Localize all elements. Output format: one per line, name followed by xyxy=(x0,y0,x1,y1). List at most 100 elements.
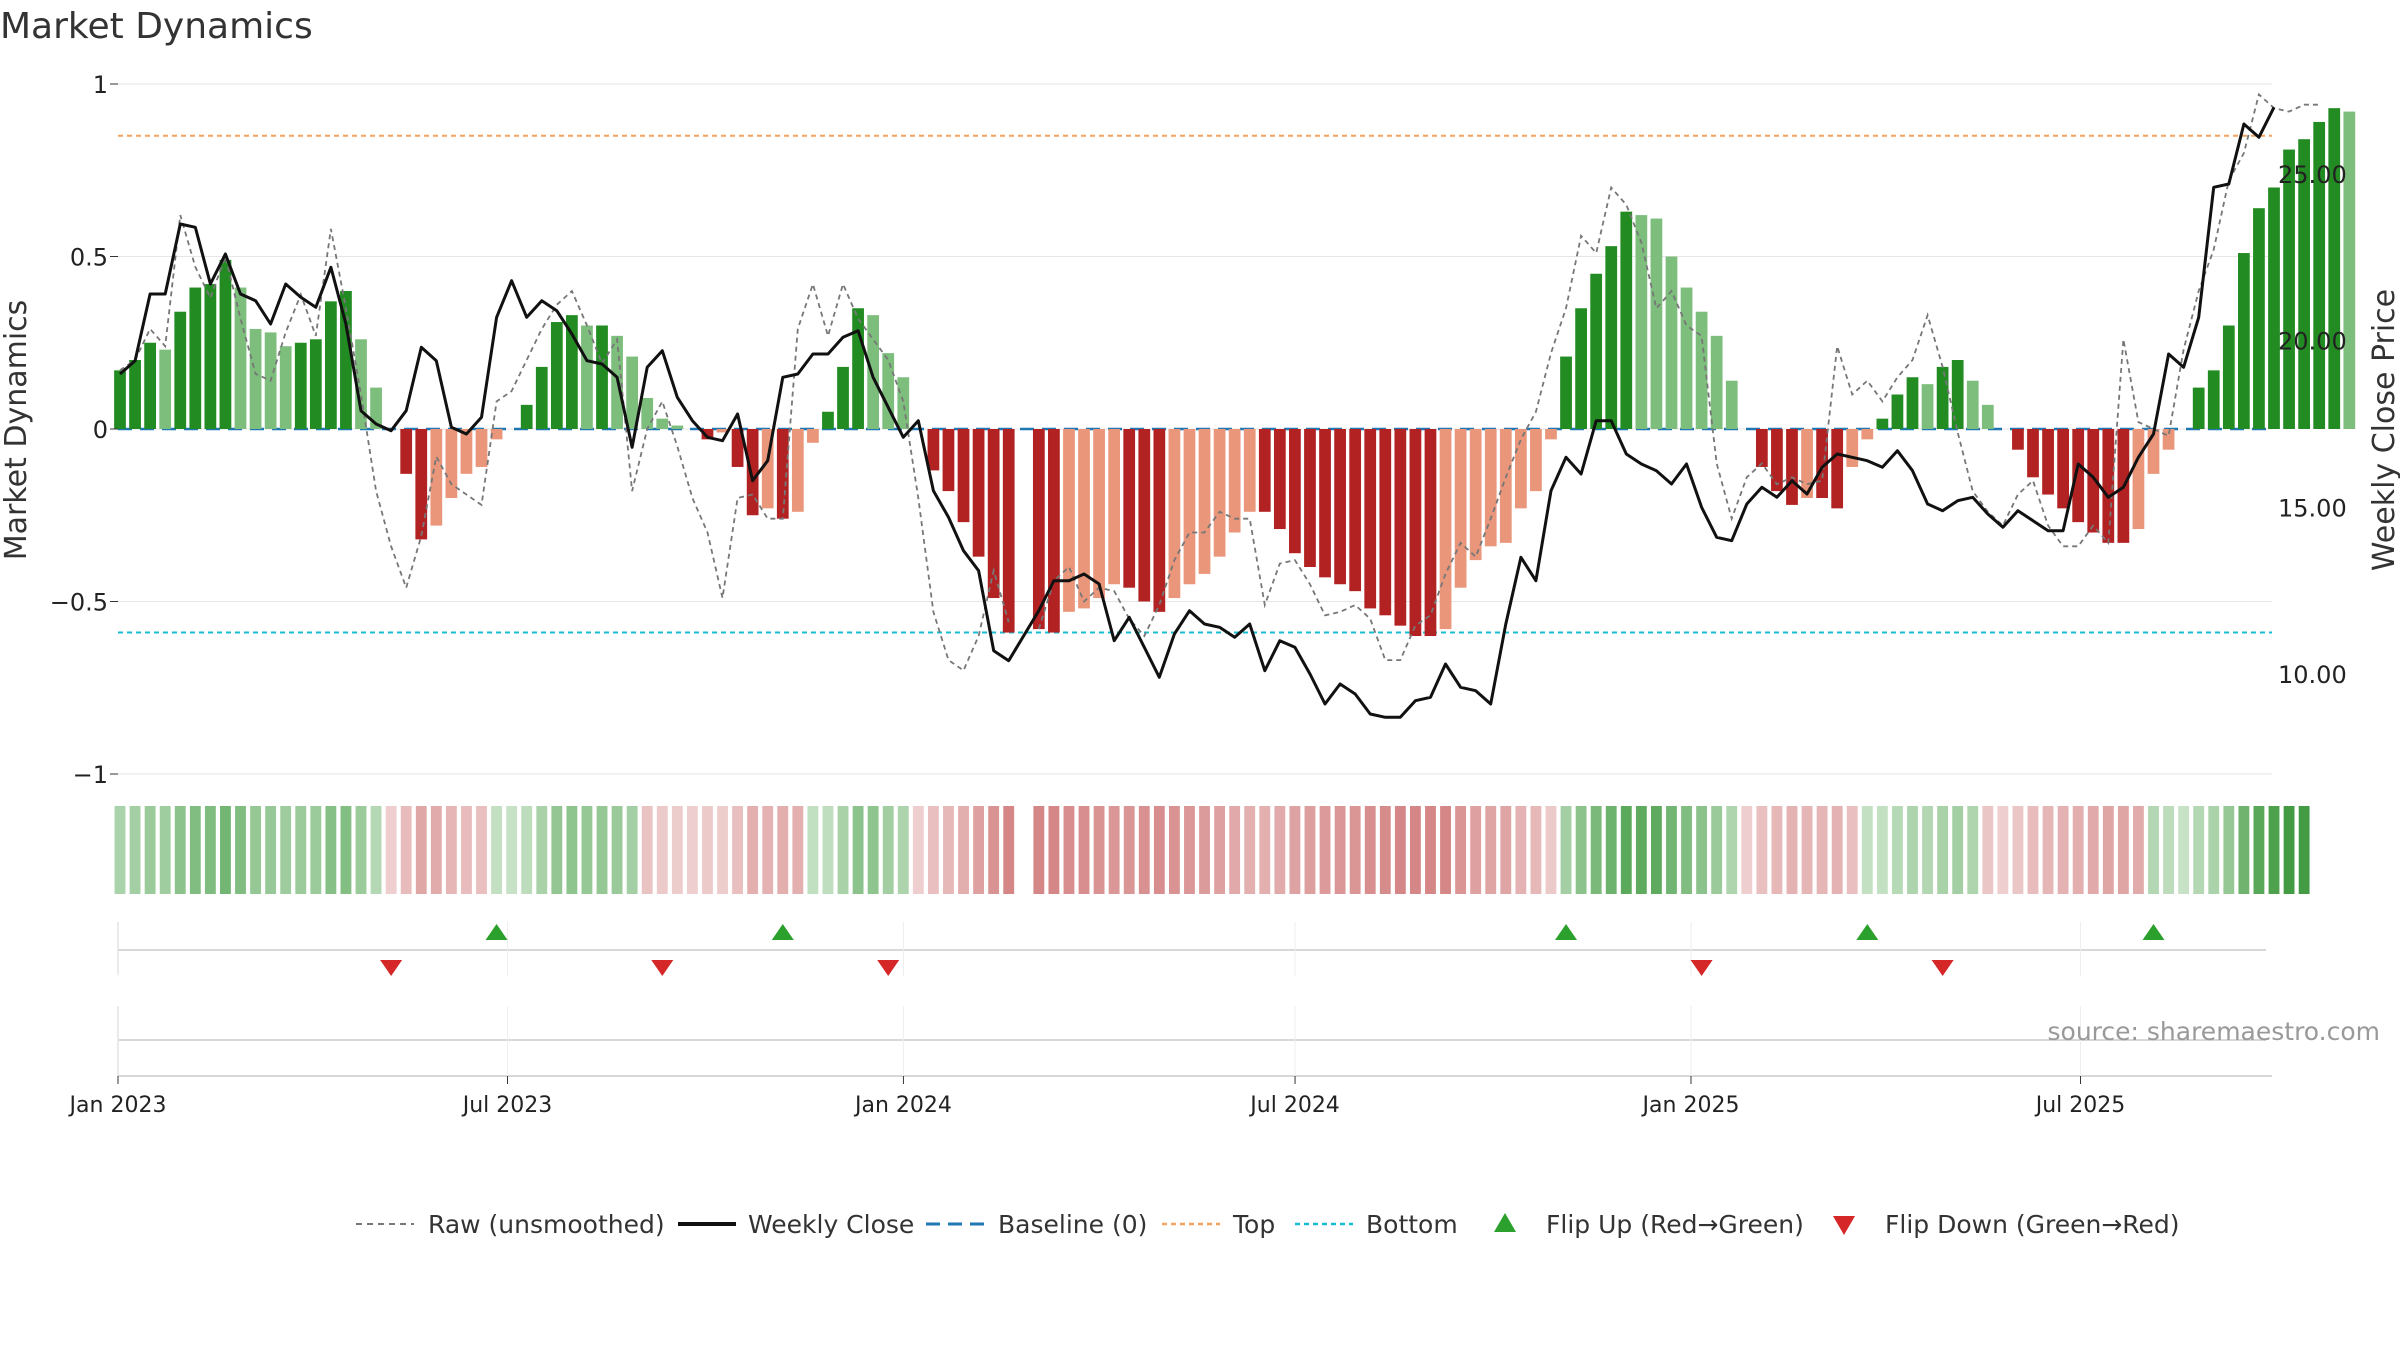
dynamics-bar xyxy=(2012,429,2024,450)
regime-strip xyxy=(114,806,2310,894)
regime-strip-cell xyxy=(2193,806,2205,894)
dynamics-bar xyxy=(2222,325,2235,429)
regime-strip-cell xyxy=(1801,806,1813,894)
dynamics-bar xyxy=(294,342,307,429)
dynamics-bar xyxy=(2253,208,2265,429)
dynamics-bar xyxy=(219,259,232,429)
raw-series xyxy=(119,92,2320,672)
regime-strip-cell xyxy=(2087,806,2099,894)
dynamics-bar xyxy=(234,287,247,429)
dynamics-bar xyxy=(1108,429,1121,585)
regime-strip-cell xyxy=(596,806,608,894)
legend-top-label: Top xyxy=(1232,1210,1275,1239)
dynamics-bar xyxy=(1605,246,1618,429)
regime-strip-cell xyxy=(370,806,382,894)
regime-strip-cell xyxy=(671,806,683,894)
regime-strip-cell xyxy=(430,806,442,894)
dynamics-bar xyxy=(716,429,729,433)
dynamics-bar xyxy=(460,429,473,474)
dynamics-bar xyxy=(1258,429,1271,512)
regime-strip-cell xyxy=(1394,806,1406,894)
regime-strip-cell xyxy=(204,806,216,894)
dynamics-bar xyxy=(2027,429,2039,478)
dynamics-bar xyxy=(1861,429,1874,440)
regime-strip-cell xyxy=(159,806,171,894)
dynamics-bar xyxy=(309,339,322,429)
dynamics-bar xyxy=(972,429,985,557)
regime-strip-cell xyxy=(2283,806,2295,894)
regime-strip-cell xyxy=(1816,806,1828,894)
regime-strip-cell xyxy=(385,806,397,894)
dynamics-bar xyxy=(2268,187,2280,429)
legend-baseline-label: Baseline (0) xyxy=(998,1210,1147,1239)
regime-strip-cell xyxy=(611,806,623,894)
dynamics-bar xyxy=(144,342,157,429)
dynamics-bar xyxy=(1319,429,1331,578)
legend-flip-down-marker xyxy=(1833,1216,1855,1235)
x-tick-label: Jan 2025 xyxy=(1641,1093,1740,1118)
left-axis-ticks: 1 0.5 0 −0.5 −1 xyxy=(50,71,118,789)
raw-unsmoothed-line xyxy=(119,92,2320,672)
regime-strip-cell xyxy=(882,806,894,894)
regime-strip-cell xyxy=(445,806,457,894)
dynamics-bar xyxy=(189,287,202,429)
dynamics-bar xyxy=(1424,429,1437,636)
weekly-close-line xyxy=(119,106,2276,719)
right-axis-label: Weekly Close Price xyxy=(2367,289,2400,571)
dynamics-bar xyxy=(114,370,126,429)
dynamics-bar xyxy=(204,284,217,429)
regime-strip-cell xyxy=(1063,806,1075,894)
regime-strip-cell xyxy=(656,806,668,894)
left-tick-label: 0 xyxy=(93,416,108,444)
regime-strip-cell xyxy=(506,806,518,894)
dynamics-bar xyxy=(2237,253,2250,429)
dynamics-bar xyxy=(1650,218,1663,429)
dynamics-bar xyxy=(1876,418,1889,429)
dynamics-bar xyxy=(1078,429,1090,609)
dynamics-bar xyxy=(1032,429,1045,630)
regime-strip-cell xyxy=(415,806,427,894)
dynamics-bar xyxy=(1620,211,1633,429)
dynamics-bar xyxy=(1409,429,1422,636)
dynamics-bar xyxy=(581,325,593,429)
regime-strip-cell xyxy=(1289,806,1301,894)
regime-strip-cell xyxy=(461,806,472,894)
regime-strip-cell xyxy=(1003,806,1015,894)
regime-strip-cell xyxy=(1440,806,1451,894)
dynamics-bar xyxy=(2072,429,2085,523)
dynamics-bar xyxy=(490,429,503,440)
regime-strip-cell xyxy=(1425,806,1436,894)
x-tick-label: Jan 2024 xyxy=(853,1093,952,1118)
regime-strip-cell xyxy=(1967,806,1979,894)
dynamics-bar xyxy=(1710,335,1723,429)
x-tick-label: Jul 2023 xyxy=(461,1093,553,1118)
regime-strip-cell xyxy=(686,806,698,894)
regime-strip-cell xyxy=(1184,806,1195,894)
dynamics-bar xyxy=(1680,287,1693,429)
close-series xyxy=(119,106,2276,719)
regime-strip-cell xyxy=(2253,806,2265,894)
regime-strip-cell xyxy=(973,806,985,894)
regime-strip-cell xyxy=(1138,806,1150,894)
regime-strip-cell xyxy=(1560,806,1572,894)
regime-strip-cell xyxy=(129,806,141,894)
regime-strip-cell xyxy=(174,806,186,894)
regime-strip-cell xyxy=(1274,806,1286,894)
dynamics-bar xyxy=(761,429,774,509)
dynamics-bar xyxy=(807,429,819,443)
regime-strip-cell xyxy=(927,806,939,894)
legend: Raw (unsmoothed) Weekly Close Baseline (… xyxy=(356,1210,2180,1239)
x-tick-label: Jul 2024 xyxy=(1248,1093,1340,1118)
dynamics-bar xyxy=(1981,404,1994,429)
regime-strip-cell xyxy=(1937,806,1949,894)
regime-strip-cell xyxy=(2072,806,2084,894)
regime-strip-cell xyxy=(325,806,337,894)
dynamics-bar xyxy=(1273,429,1286,530)
dynamics-bar xyxy=(1786,429,1798,505)
left-tick-label: −0.5 xyxy=(50,589,108,617)
regime-strip-cell xyxy=(1741,806,1753,894)
regime-strip-cell xyxy=(2163,806,2174,894)
regime-strip-cell xyxy=(1545,806,1557,894)
dynamics-bar xyxy=(2343,111,2356,429)
